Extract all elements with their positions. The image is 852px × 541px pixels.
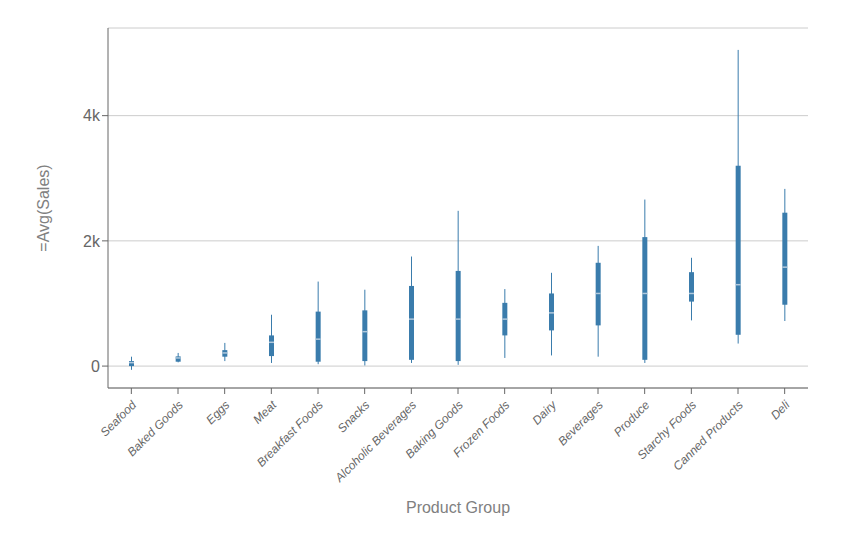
svg-text:Canned Products: Canned Products [670, 398, 745, 473]
svg-text:2k: 2k [83, 233, 101, 250]
svg-text:Snacks: Snacks [335, 398, 373, 436]
svg-text:Breakfast Foods: Breakfast Foods [254, 398, 326, 470]
svg-text:Deli: Deli [768, 398, 793, 423]
svg-text:Alcoholic Beverages: Alcoholic Beverages [332, 398, 419, 485]
svg-text:Eggs: Eggs [203, 398, 232, 427]
svg-text:Produce: Produce [611, 398, 653, 440]
svg-text:=Avg(Sales): =Avg(Sales) [35, 164, 52, 251]
svg-text:Seafood: Seafood [98, 398, 140, 440]
svg-text:0: 0 [91, 358, 100, 375]
svg-text:Beverages: Beverages [555, 398, 605, 448]
svg-text:Dairy: Dairy [529, 397, 559, 427]
svg-text:4k: 4k [83, 107, 101, 124]
svg-text:Product Group: Product Group [406, 499, 510, 516]
svg-text:Baked Goods: Baked Goods [124, 398, 185, 459]
svg-text:Meat: Meat [250, 397, 279, 426]
svg-text:Starchy Foods: Starchy Foods [634, 397, 700, 463]
svg-text:Baking Goods: Baking Goods [402, 397, 466, 462]
svg-text:Frozen Foods: Frozen Foods [450, 398, 512, 460]
